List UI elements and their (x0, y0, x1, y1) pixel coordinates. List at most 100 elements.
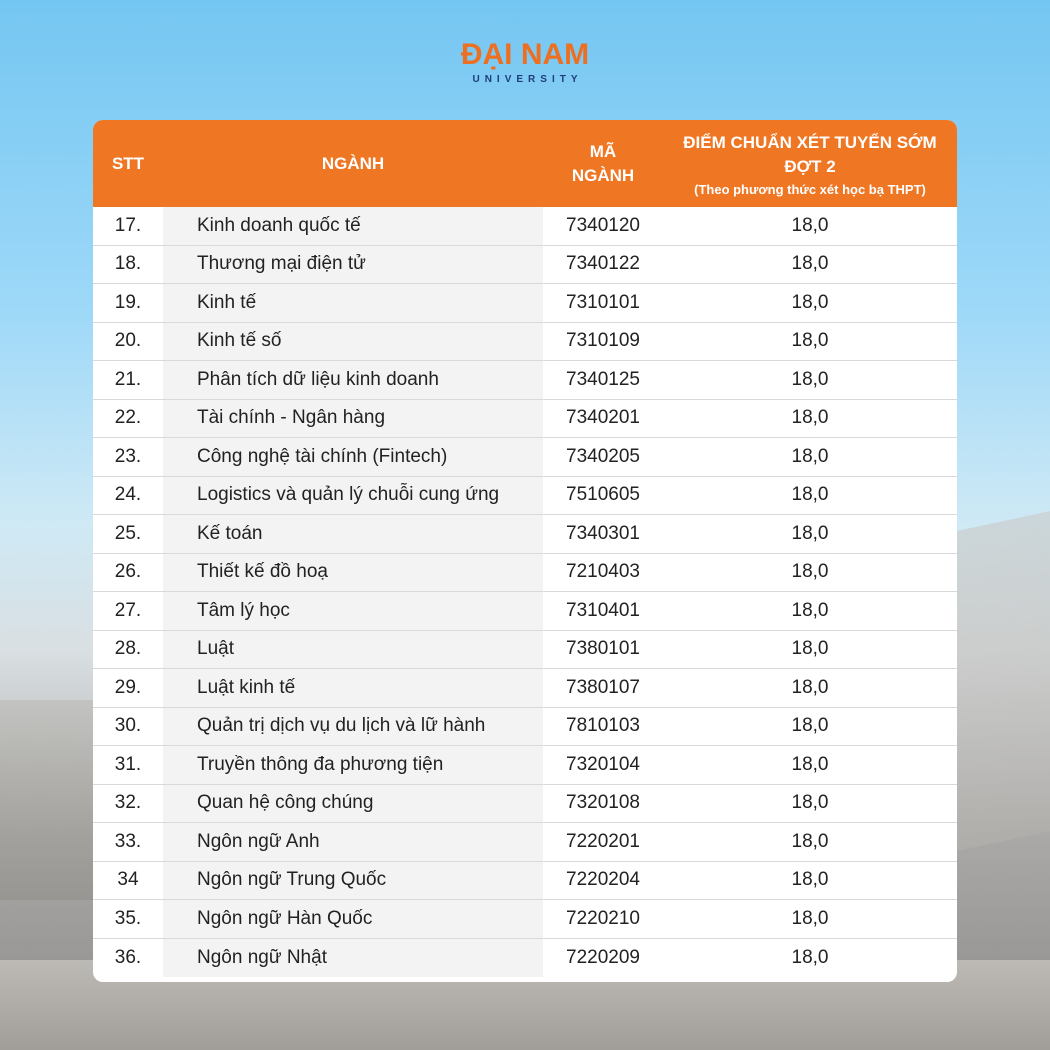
row-nganh: Thiết kế đồ hoạ (163, 553, 543, 591)
table-row: 27. Tâm lý học 7310401 18,0 (93, 592, 957, 631)
row-nganh: Ngôn ngữ Trung Quốc (163, 861, 543, 899)
header-ma-nganh-line2: NGÀNH (571, 165, 635, 185)
row-stt: 31. (114, 753, 142, 775)
table-row: 25. Kế toán 7340301 18,0 (93, 515, 957, 554)
row-ma-nganh: 7320104 (566, 753, 640, 775)
row-stt: 24. (114, 484, 142, 506)
row-ma-nganh: 7220204 (566, 869, 640, 891)
row-diem: 18,0 (791, 214, 829, 236)
university-logo: ĐẠI NAM UNIVERSITY (0, 38, 1050, 85)
table-row: 35. Ngôn ngữ Hàn Quốc 7220210 18,0 (93, 900, 957, 939)
table-row: 28. Luật 7380101 18,0 (93, 630, 957, 669)
row-ma-nganh: 7340120 (566, 214, 640, 236)
row-ma-nganh: 7310101 (566, 291, 640, 313)
table-header: STT NGÀNH MÃ NGÀNH ĐIỂM CHUẨN XÉT TUYỂN … (93, 120, 957, 207)
row-diem: 18,0 (791, 869, 829, 891)
table-row: 22. Tài chính - Ngân hàng 7340201 18,0 (93, 399, 957, 438)
row-nganh: Kế toán (163, 515, 543, 553)
row-ma-nganh: 7340205 (566, 445, 640, 467)
table-row: 34 Ngôn ngữ Trung Quốc 7220204 18,0 (93, 861, 957, 900)
row-ma-nganh: 7340301 (566, 522, 640, 544)
header-diem-line1: ĐIỂM CHUẨN XÉT TUYỂN SỚM (683, 132, 937, 152)
table-row: 17. Kinh doanh quốc tế 7340120 18,0 (93, 207, 957, 246)
table-row: 31. Truyền thông đa phương tiện 7320104 18,… (93, 746, 957, 785)
row-nganh: Thương mại điện tử (163, 245, 543, 283)
row-diem: 18,0 (791, 830, 829, 852)
header-stt: STT (111, 153, 145, 173)
row-stt: 36. (114, 946, 142, 968)
row-diem: 18,0 (791, 753, 829, 775)
header-ma-nganh: MÃ NGÀNH (543, 140, 663, 188)
row-stt: 20. (114, 330, 142, 352)
row-nganh: Quản trị dịch vụ du lịch và lữ hành (163, 707, 543, 745)
row-ma-nganh: 7380107 (566, 676, 640, 698)
table-row: 21. Phân tích dữ liệu kinh doanh 7340125 18… (93, 361, 957, 400)
row-stt: 25. (114, 522, 142, 544)
row-nganh: Truyền thông đa phương tiện (163, 746, 543, 784)
row-stt: 34 (117, 869, 139, 891)
table-row: 29. Luật kinh tế 7380107 18,0 (93, 669, 957, 708)
row-stt: 29. (114, 676, 142, 698)
row-stt: 17. (114, 214, 142, 236)
row-diem: 18,0 (791, 407, 829, 429)
row-diem: 18,0 (791, 715, 829, 737)
row-ma-nganh: 7510605 (566, 484, 640, 506)
logo-subtitle: UNIVERSITY (472, 74, 583, 85)
row-diem: 18,0 (791, 792, 829, 814)
table-row: 36. Ngôn ngữ Nhật 7220209 18,0 (93, 938, 957, 977)
row-diem: 18,0 (791, 907, 829, 929)
row-diem: 18,0 (791, 946, 829, 968)
table-row: 30. Quản trị dịch vụ du lịch và lữ hành 78… (93, 707, 957, 746)
row-nganh: Tài chính - Ngân hàng (163, 399, 543, 437)
row-ma-nganh: 7220210 (566, 907, 640, 929)
row-stt: 27. (114, 599, 142, 621)
row-ma-nganh: 7340125 (566, 368, 640, 390)
table-row: 18. Thương mại điện tử 7340122 18,0 (93, 245, 957, 284)
row-diem: 18,0 (791, 638, 829, 660)
row-stt: 33. (114, 830, 142, 852)
header-diem-line2: ĐỢT 2 (784, 156, 836, 176)
table-row: 33. Ngôn ngữ Anh 7220201 18,0 (93, 823, 957, 862)
row-diem: 18,0 (791, 368, 829, 390)
row-stt: 22. (114, 407, 142, 429)
row-nganh: Phân tích dữ liệu kinh doanh (163, 361, 543, 399)
row-diem: 18,0 (791, 599, 829, 621)
table-row: 32. Quan hệ công chúng 7320108 18,0 (93, 784, 957, 823)
row-stt: 28. (114, 638, 142, 660)
header-nganh: NGÀNH (321, 153, 385, 173)
row-stt: 18. (114, 253, 142, 275)
table-row: 20. Kinh tế số 7310109 18,0 (93, 322, 957, 361)
logo-name: ĐẠI NAM (460, 38, 590, 71)
table-row: 19. Kinh tế 7310101 18,0 (93, 284, 957, 323)
table-row: 26. Thiết kế đồ hoạ 7210403 18,0 (93, 553, 957, 592)
row-ma-nganh: 7320108 (566, 792, 640, 814)
row-nganh: Kinh tế (163, 284, 543, 322)
row-diem: 18,0 (791, 253, 829, 275)
admission-score-table: STT NGÀNH MÃ NGÀNH ĐIỂM CHUẨN XÉT TUYỂN … (93, 120, 957, 982)
row-diem: 18,0 (791, 676, 829, 698)
row-stt: 32. (114, 792, 142, 814)
row-nganh: Luật (163, 630, 543, 668)
row-ma-nganh: 7220201 (566, 830, 640, 852)
row-nganh: Luật kinh tế (163, 669, 543, 707)
row-ma-nganh: 7340122 (566, 253, 640, 275)
table-body: 17. Kinh doanh quốc tế 7340120 18,0 18. Thươn… (93, 207, 957, 977)
row-diem: 18,0 (791, 561, 829, 583)
table-row: 23. Công nghệ tài chính (Fintech) 7340205 1… (93, 438, 957, 477)
row-nganh: Kinh tế số (163, 322, 543, 360)
row-ma-nganh: 7340201 (566, 407, 640, 429)
row-nganh: Ngôn ngữ Hàn Quốc (163, 900, 543, 938)
row-ma-nganh: 7310401 (566, 599, 640, 621)
row-ma-nganh: 7310109 (566, 330, 640, 352)
row-stt: 19. (114, 291, 142, 313)
row-stt: 35. (114, 907, 142, 929)
row-ma-nganh: 7380101 (566, 638, 640, 660)
row-stt: 23. (114, 445, 142, 467)
row-nganh: Logistics và quản lý chuỗi cung ứng (163, 476, 543, 514)
row-ma-nganh: 7810103 (566, 715, 640, 737)
row-diem: 18,0 (791, 522, 829, 544)
row-diem: 18,0 (791, 291, 829, 313)
header-ma-nganh-line1: MÃ (589, 141, 617, 161)
header-diem-chuan: ĐIỂM CHUẨN XÉT TUYỂN SỚM ĐỢT 2 (Theo phư… (663, 131, 957, 197)
header-diem-note: (Theo phương thức xét học bạ THPT) (694, 181, 926, 197)
